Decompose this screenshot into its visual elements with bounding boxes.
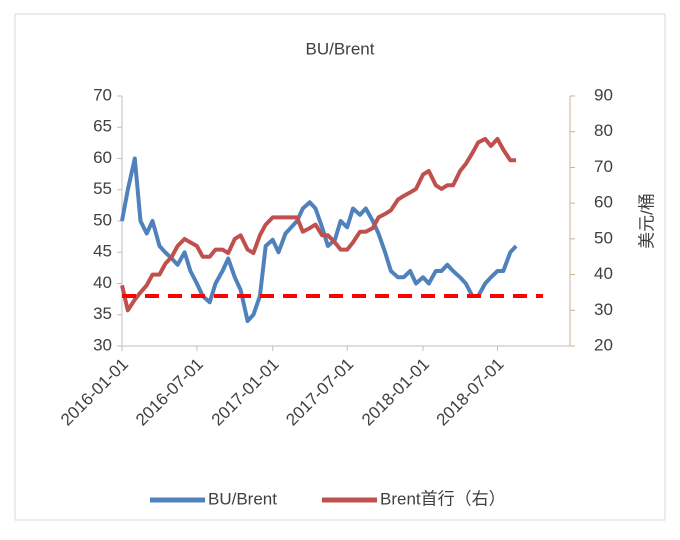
legend-label: BU/Brent <box>208 489 277 508</box>
y-tick-label: 40 <box>93 273 112 292</box>
y2-tick-label: 50 <box>594 228 613 247</box>
y2-tick-label: 20 <box>594 335 613 354</box>
y2-tick-label: 70 <box>594 157 613 176</box>
series-line <box>120 136 517 313</box>
y-tick-label: 65 <box>93 117 112 136</box>
chart-frame <box>14 13 666 521</box>
y-tick-label: 45 <box>93 242 112 261</box>
y2-axis-label: 美元/桶 <box>637 193 656 249</box>
y2-tick-label: 80 <box>594 121 613 140</box>
y-tick-label: 55 <box>93 179 112 198</box>
y-tick-label: 70 <box>93 85 112 104</box>
y-tick-label: 60 <box>93 148 112 167</box>
y2-tick-label: 40 <box>594 264 613 283</box>
y2-tick-label: 90 <box>594 85 613 104</box>
y2-tick-label: 30 <box>594 300 613 319</box>
y-tick-label: 35 <box>93 304 112 323</box>
legend-label: Brent首行（右） <box>380 489 506 508</box>
y-tick-label: 30 <box>93 335 112 354</box>
chart-title: BU/Brent <box>306 39 375 58</box>
y-tick-label: 50 <box>93 210 112 229</box>
series-line <box>120 156 518 323</box>
y2-tick-label: 60 <box>594 193 613 212</box>
